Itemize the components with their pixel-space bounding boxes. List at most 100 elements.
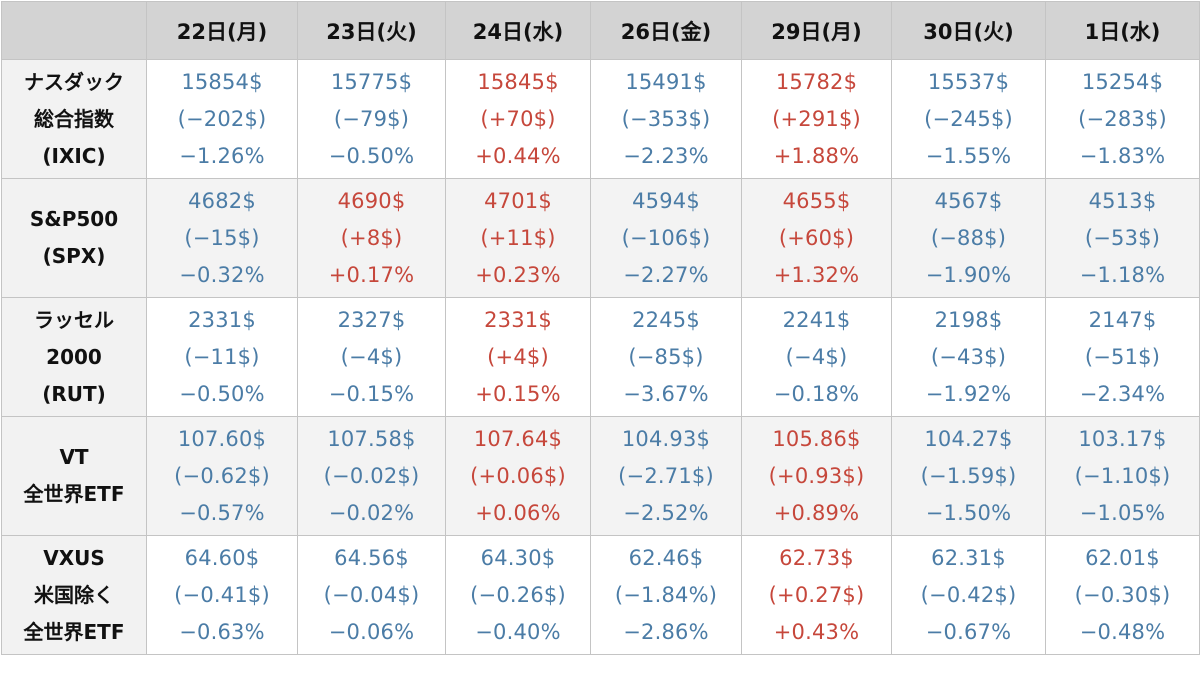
row-label-line: ラッセル xyxy=(34,307,114,332)
table-cell: 64.60$ (−0.41$) −0.63% xyxy=(146,535,298,655)
table-cell: 4567$ (−88$) −1.90% xyxy=(891,178,1046,298)
cell-pct: −3.67% xyxy=(623,381,709,406)
cell-pct: −2.27% xyxy=(623,262,709,287)
cell-change: (−88$) xyxy=(930,225,1007,250)
cell-change: (+60$) xyxy=(778,225,855,250)
table-row: VT 全世界ETF 107.60$ (−0.62$) −0.57% 107.58$ (−0.… xyxy=(1,416,1200,536)
cell-price: 62.73$ xyxy=(779,545,854,570)
column-header-date: 26日(金) xyxy=(590,1,742,60)
cell-pct: −2.52% xyxy=(623,500,709,525)
cell-change: (−0.62$) xyxy=(174,463,270,488)
cell-pct: −1.18% xyxy=(1079,262,1166,287)
cell-change: (+11$) xyxy=(480,225,556,250)
table-cell: 15254$ (−283$) −1.83% xyxy=(1045,59,1200,179)
column-header-date: 22日(月) xyxy=(146,1,298,60)
table-cell: 107.58$ (−0.02$) −0.02% xyxy=(297,416,446,536)
table-cell: 4701$ (+11$) +0.23% xyxy=(445,178,591,298)
cell-pct: +0.23% xyxy=(475,262,561,287)
table-cell: 107.64$ (+0.06$) +0.06% xyxy=(445,416,591,536)
table-cell: 4682$ (−15$) −0.32% xyxy=(146,178,298,298)
table-cell: 62.31$ (−0.42$) −0.67% xyxy=(891,535,1046,655)
row-label-line: 全世界ETF xyxy=(23,482,125,506)
cell-price: 62.01$ xyxy=(1085,545,1160,570)
table-cell: 104.27$ (−1.59$) −1.50% xyxy=(891,416,1046,536)
cell-pct: −0.18% xyxy=(773,381,860,406)
cell-change: (+0.93$) xyxy=(768,463,865,488)
table-cell: 15491$ (−353$) −2.23% xyxy=(590,59,742,179)
table-row: ラッセル 2000 (RUT) 2331$ (−11$) −0.50% 2327$ (−4$)… xyxy=(1,297,1200,417)
column-header-date: 24日(水) xyxy=(445,1,591,60)
cell-change: (−51$) xyxy=(1084,344,1161,369)
header-row: 22日(月) 23日(火) 24日(水) 26日(金) 29日(月) 30日(火) 1日(水… xyxy=(1,1,1200,60)
table-cell: 2327$ (−4$) −0.15% xyxy=(297,297,446,417)
cell-change: (+0.06$) xyxy=(470,463,566,488)
table-cell: 15775$ (−79$) −0.50% xyxy=(297,59,446,179)
table-row: VXUS 米国除く 全世界ETF 64.60$ (−0.41$) −0.63% 64.56$… xyxy=(1,535,1200,655)
cell-change: (−1.59$) xyxy=(920,463,1017,488)
cell-change: (−1.84%) xyxy=(614,582,718,607)
cell-pct: +0.89% xyxy=(773,500,860,525)
cell-pct: +1.88% xyxy=(773,143,860,168)
table-cell: 62.46$ (−1.84%) −2.86% xyxy=(590,535,742,655)
table-cell: 2331$ (+4$) +0.15% xyxy=(445,297,591,417)
cell-pct: −1.90% xyxy=(925,262,1012,287)
cell-change: (−1.10$) xyxy=(1074,463,1171,488)
column-header-date: 30日(火) xyxy=(891,1,1046,60)
column-header-date: 23日(火) xyxy=(297,1,446,60)
row-label-line: 総合指数 xyxy=(34,106,114,131)
table-cell: 62.73$ (+0.27$) +0.43% xyxy=(741,535,892,655)
table-cell: 62.01$ (−0.30$) −0.48% xyxy=(1045,535,1200,655)
cell-change: (−79$) xyxy=(333,106,410,131)
row-label-line: S&P500 xyxy=(29,207,119,231)
cell-change: (−4$) xyxy=(785,344,848,369)
cell-pct: −1.05% xyxy=(1079,500,1166,525)
cell-change: (−0.26$) xyxy=(470,582,566,607)
cell-change: (−0.42$) xyxy=(920,582,1017,607)
table-cell: 2147$ (−51$) −2.34% xyxy=(1045,297,1200,417)
table-cell: 15537$ (−245$) −1.55% xyxy=(891,59,1046,179)
cell-price: 107.60$ xyxy=(177,426,267,451)
table-cell: 103.17$ (−1.10$) −1.05% xyxy=(1045,416,1200,536)
table-body: ナスダック 総合指数 (IXIC) 15854$ (−202$) −1.26% 15775$… xyxy=(1,59,1200,655)
cell-pct: +1.32% xyxy=(773,262,860,287)
cell-pct: −1.83% xyxy=(1079,143,1166,168)
cell-pct: +0.06% xyxy=(475,500,561,525)
cell-change: (−0.04$) xyxy=(323,582,420,607)
cell-change: (+291$) xyxy=(772,106,861,131)
cell-pct: −0.57% xyxy=(179,500,265,525)
cell-price: 15491$ xyxy=(625,69,707,94)
cell-change: (−283$) xyxy=(1078,106,1167,131)
column-header-date: 29日(月) xyxy=(741,1,892,60)
row-label: ラッセル 2000 (RUT) xyxy=(1,297,147,417)
row-label: VT 全世界ETF xyxy=(1,416,147,536)
cell-change: (+70$) xyxy=(480,106,556,131)
table-cell: 4594$ (−106$) −2.27% xyxy=(590,178,742,298)
cell-pct: −2.86% xyxy=(623,619,709,644)
cell-price: 107.58$ xyxy=(327,426,416,451)
cell-price: 62.46$ xyxy=(628,545,704,570)
cell-pct: −0.32% xyxy=(179,262,265,287)
cell-pct: −0.15% xyxy=(328,381,415,406)
table-cell: 64.56$ (−0.04$) −0.06% xyxy=(297,535,446,655)
cell-pct: −0.48% xyxy=(1079,619,1166,644)
cell-price: 2327$ xyxy=(337,307,406,332)
cell-pct: −0.50% xyxy=(179,381,265,406)
header-corner xyxy=(1,1,147,60)
cell-price: 2331$ xyxy=(188,307,256,332)
cell-change: (−53$) xyxy=(1084,225,1161,250)
cell-change: (−43$) xyxy=(930,344,1007,369)
cell-change: (−353$) xyxy=(621,106,711,131)
table-cell: 64.30$ (−0.26$) −0.40% xyxy=(445,535,591,655)
cell-pct: −2.23% xyxy=(623,143,709,168)
cell-pct: +0.15% xyxy=(475,381,561,406)
cell-pct: −0.02% xyxy=(328,500,415,525)
cell-price: 2241$ xyxy=(782,307,851,332)
cell-change: (−245$) xyxy=(924,106,1013,131)
table-cell: 2331$ (−11$) −0.50% xyxy=(146,297,298,417)
cell-price: 4655$ xyxy=(782,188,851,213)
cell-price: 4594$ xyxy=(632,188,700,213)
table-cell: 104.93$ (−2.71$) −2.52% xyxy=(590,416,742,536)
cell-pct: +0.43% xyxy=(773,619,860,644)
cell-change: (−4$) xyxy=(340,344,403,369)
row-label-line: 2000 xyxy=(46,344,102,369)
